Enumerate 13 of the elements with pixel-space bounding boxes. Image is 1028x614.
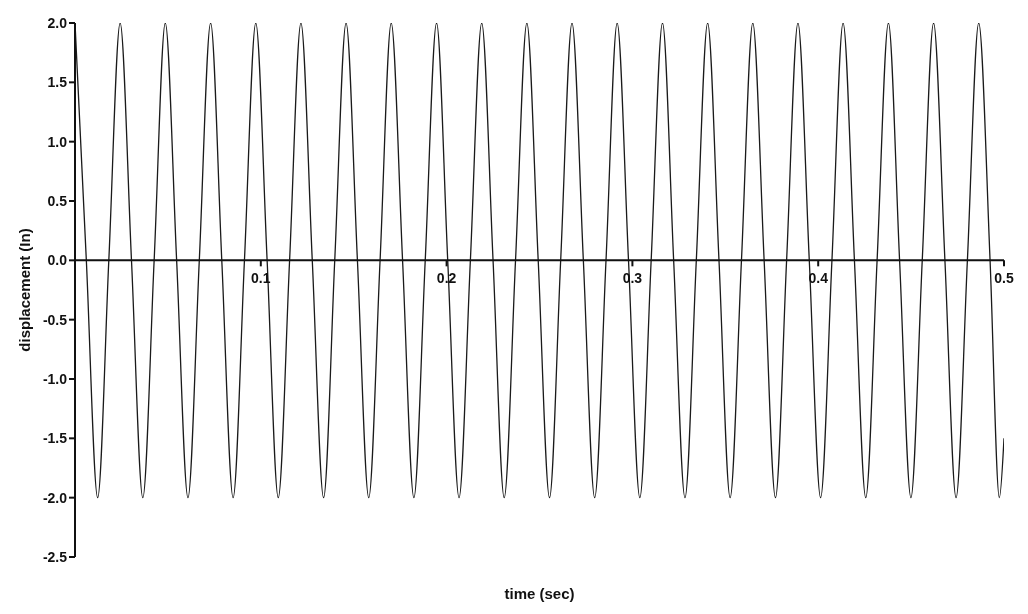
y-tick-label: -1.0 (42, 370, 68, 387)
y-tick-label: 1.0 (47, 133, 68, 150)
y-tick-label: -0.5 (42, 311, 68, 328)
x-tick-label: 0.5 (994, 270, 1014, 287)
y-axis-title: displacement (In) (16, 228, 34, 352)
y-tick-label: 2.0 (47, 14, 68, 31)
y-tick-label: -2.5 (42, 548, 68, 565)
y-tick-label: 0.0 (47, 252, 68, 269)
x-axis-title: time (sec) (503, 585, 576, 602)
y-tick-label: -1.5 (42, 430, 68, 447)
y-tick-label: 0.5 (47, 192, 68, 209)
y-tick-label: -2.0 (42, 489, 68, 506)
y-tick-label: 1.5 (47, 74, 68, 91)
